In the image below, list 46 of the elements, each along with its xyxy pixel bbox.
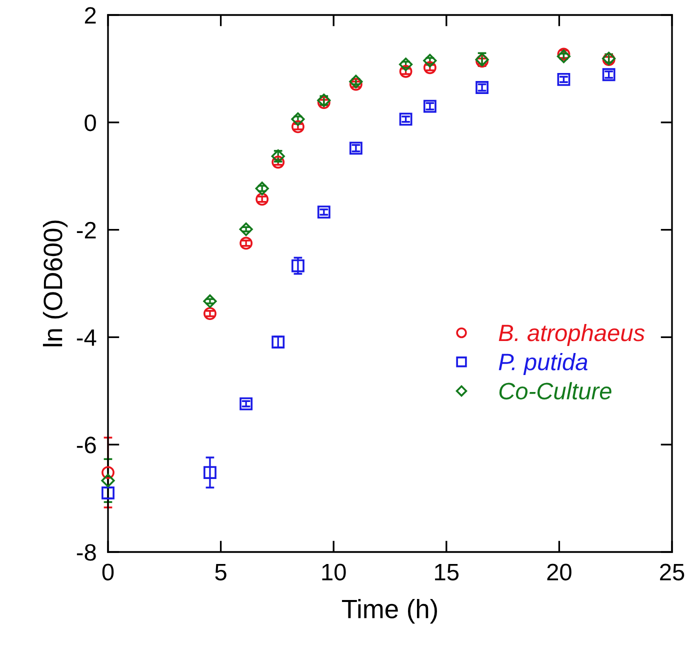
x-tick-label: 15 xyxy=(435,564,459,580)
point xyxy=(102,466,114,479)
x-tick-label: 5 xyxy=(215,564,226,580)
x-tick-label: 10 xyxy=(322,564,346,580)
y-tick-label: -2 xyxy=(76,222,96,238)
point xyxy=(291,120,304,134)
x-axis-title: Time (h) xyxy=(342,599,437,624)
legend-label: B. atrophaeus xyxy=(498,324,645,346)
point xyxy=(291,259,304,272)
point xyxy=(423,54,437,68)
point xyxy=(291,112,305,126)
legend-label: Co-Culture xyxy=(499,382,612,400)
point xyxy=(204,466,216,479)
point xyxy=(102,486,114,500)
y-tick-label: -6 xyxy=(76,436,96,454)
point xyxy=(556,50,571,64)
point xyxy=(349,78,362,91)
x-tick-label: 25 xyxy=(660,564,684,580)
point xyxy=(317,206,330,219)
point xyxy=(204,307,216,320)
point xyxy=(240,397,253,410)
legend-label: P. putida xyxy=(498,353,588,376)
point xyxy=(239,222,253,236)
point xyxy=(349,142,362,155)
y-tick-label: 2 xyxy=(84,7,96,24)
point xyxy=(423,100,436,113)
point xyxy=(255,182,269,196)
point xyxy=(557,72,570,86)
point xyxy=(349,74,363,88)
point xyxy=(101,474,115,488)
y-tick-label: -4 xyxy=(76,330,96,346)
point xyxy=(399,64,412,78)
point xyxy=(423,61,436,74)
point xyxy=(399,112,412,126)
point xyxy=(240,236,253,250)
y-tick-label: 0 xyxy=(84,114,96,132)
point xyxy=(398,58,413,72)
point xyxy=(317,96,330,109)
x-tick-label: 20 xyxy=(547,564,572,580)
y-axis-title: ln (OD600) xyxy=(42,220,68,346)
point xyxy=(203,294,217,308)
point xyxy=(272,156,285,169)
y-tick-label: -8 xyxy=(76,544,96,561)
x-tick-label: 0 xyxy=(102,564,114,580)
point xyxy=(256,192,269,206)
point xyxy=(602,68,616,82)
